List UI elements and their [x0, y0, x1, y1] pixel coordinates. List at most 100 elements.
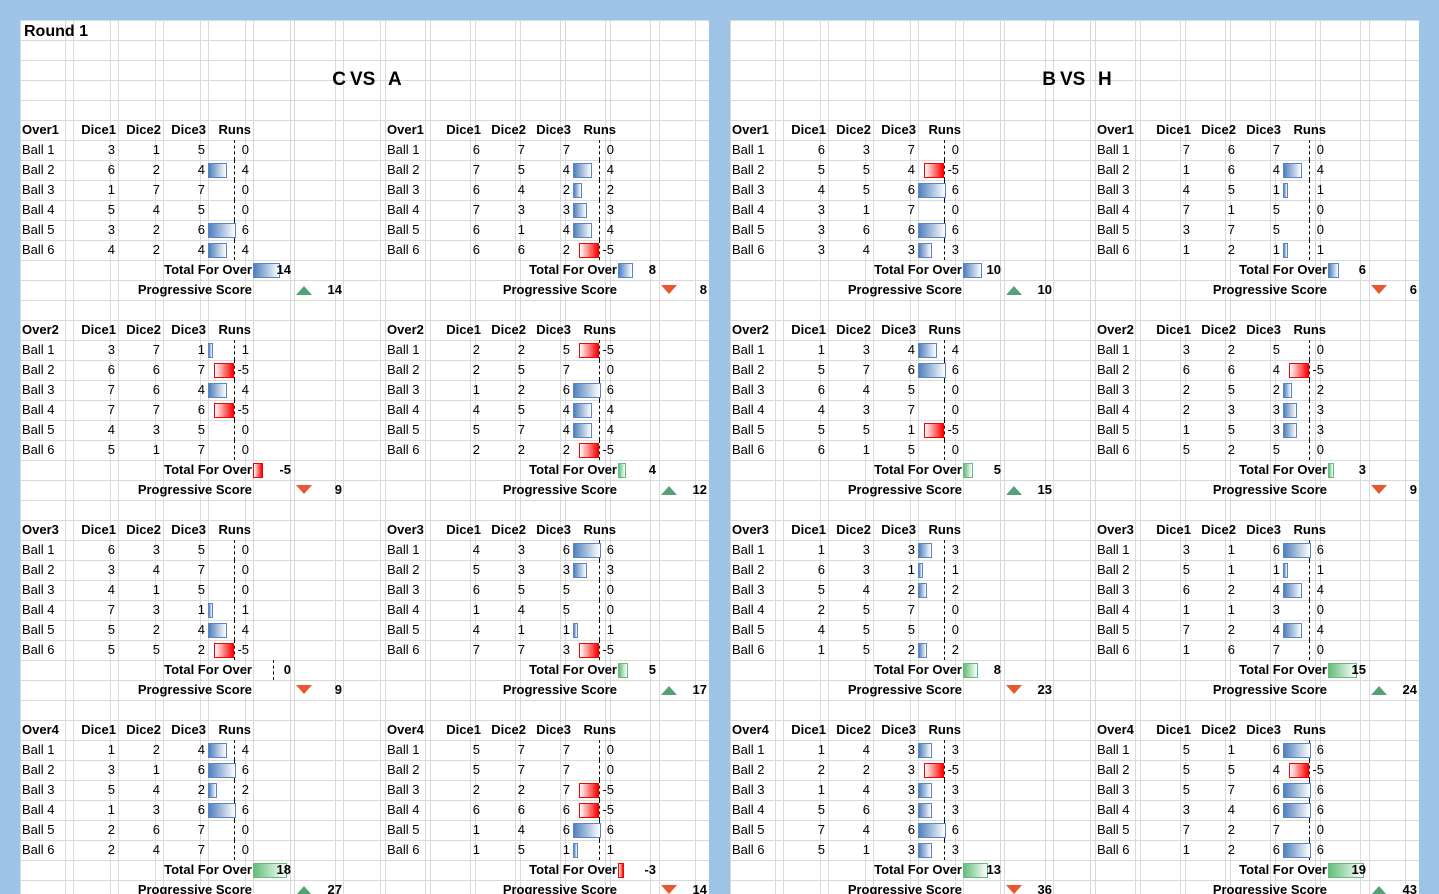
runs-value: 3 — [951, 842, 959, 857]
runs-cell: 0 — [918, 140, 963, 160]
dice3-header: Dice3 — [536, 122, 571, 137]
runs-value: 0 — [241, 562, 249, 577]
runs-cell: 6 — [1283, 800, 1328, 820]
runs-cell: 3 — [573, 200, 618, 220]
total-negative-bar — [618, 863, 624, 878]
ball-label: Ball 1 — [732, 742, 765, 757]
dice3-value: 3 — [562, 202, 570, 217]
total-value: -3 — [644, 862, 656, 877]
progressive-label: Progressive Score — [502, 682, 617, 697]
runs-cell: 6 — [918, 360, 963, 380]
total-label: Total For Over — [529, 862, 617, 877]
dice3-value: 5 — [907, 622, 915, 637]
runs-cell: -5 — [573, 780, 618, 800]
runs-positive-bar — [1283, 583, 1302, 598]
ball-label: Ball 6 — [22, 242, 55, 257]
runs-cell: 2 — [573, 180, 618, 200]
dice3-value: 5 — [562, 602, 570, 617]
runs-axis — [234, 140, 235, 160]
team-name-right: H — [1098, 69, 1112, 90]
dice1-value: 5 — [472, 742, 480, 757]
runs-cell: 2 — [1283, 380, 1328, 400]
runs-cell: 0 — [1283, 140, 1328, 160]
dice1-value: 5 — [817, 802, 825, 817]
runs-axis — [234, 400, 235, 420]
total-cell: 4 — [618, 460, 658, 480]
trend-up-arrow-icon — [1006, 486, 1022, 495]
dice3-value: 1 — [1272, 182, 1280, 197]
dice3-value: 4 — [562, 402, 570, 417]
dice1-value: 1 — [107, 802, 115, 817]
dice2-value: 1 — [1227, 602, 1235, 617]
ball-label: Ball 6 — [732, 242, 765, 257]
runs-cell: 3 — [1283, 400, 1328, 420]
runs-value: 4 — [606, 402, 614, 417]
runs-cell: 1 — [208, 600, 253, 620]
runs-value: 4 — [606, 162, 614, 177]
dice2-header: Dice2 — [1201, 322, 1236, 337]
total-value: 18 — [276, 862, 291, 877]
ball-label: Ball 5 — [732, 822, 765, 837]
dice1-value: 5 — [107, 782, 115, 797]
dice3-value: 6 — [1272, 782, 1280, 797]
runs-value: 6 — [241, 222, 249, 237]
total-label: Total For Over — [874, 262, 962, 277]
runs-cell: 0 — [1283, 820, 1328, 840]
dice1-value: 6 — [472, 222, 480, 237]
dice3-value: 4 — [1272, 162, 1280, 177]
runs-positive-bar — [1283, 403, 1297, 418]
grid-line — [475, 20, 476, 894]
runs-value: -5 — [602, 242, 614, 257]
runs-cell: -5 — [208, 360, 253, 380]
runs-axis — [599, 360, 600, 380]
total-cell: 8 — [963, 660, 1003, 680]
dice3-value: 6 — [907, 222, 915, 237]
dice3-value: 2 — [197, 782, 205, 797]
progressive-value: 12 — [692, 482, 707, 497]
runs-positive-bar — [1283, 803, 1311, 818]
runs-cell: 0 — [208, 200, 253, 220]
runs-cell: -5 — [573, 640, 618, 660]
runs-negative-bar — [579, 343, 599, 358]
ball-label: Ball 3 — [1097, 382, 1130, 397]
runs-positive-bar — [573, 823, 601, 838]
runs-cell: 0 — [208, 580, 253, 600]
dice3-value: 7 — [562, 742, 570, 757]
over-label: Over2 — [1097, 322, 1134, 337]
runs-axis — [599, 600, 600, 620]
dice1-value: 5 — [472, 562, 480, 577]
runs-header: Runs — [1293, 322, 1327, 337]
dice2-value: 1 — [152, 442, 160, 457]
dice3-value: 7 — [562, 142, 570, 157]
total-cell: 5 — [963, 460, 1003, 480]
dice2-value: 5 — [517, 362, 525, 377]
dice3-header: Dice3 — [171, 122, 206, 137]
runs-value: 1 — [1316, 182, 1324, 197]
ball-label: Ball 1 — [732, 142, 765, 157]
dice2-value: 1 — [152, 142, 160, 157]
dice3-value: 6 — [562, 382, 570, 397]
dice1-value: 3 — [1182, 542, 1190, 557]
total-value: 5 — [993, 462, 1001, 477]
runs-header: Runs — [928, 722, 962, 737]
runs-positive-bar — [918, 643, 927, 658]
total-value: -5 — [279, 462, 291, 477]
runs-positive-bar — [573, 223, 592, 238]
grid-line — [118, 20, 119, 894]
dice2-header: Dice2 — [836, 122, 871, 137]
dice2-header: Dice2 — [836, 522, 871, 537]
trend-up-arrow-icon — [296, 286, 312, 295]
progressive-value: 14 — [327, 282, 342, 297]
dice1-value: 7 — [1182, 822, 1190, 837]
runs-axis — [599, 580, 600, 600]
runs-axis — [1309, 620, 1310, 640]
dice3-value: 2 — [562, 242, 570, 257]
runs-cell: 2 — [918, 580, 963, 600]
trend-up-arrow-icon — [296, 886, 312, 894]
ball-label: Ball 2 — [732, 162, 765, 177]
dice3-value: 7 — [562, 762, 570, 777]
dice2-value: 5 — [517, 162, 525, 177]
grid-line — [783, 20, 784, 894]
dice1-value: 6 — [107, 362, 115, 377]
runs-cell: -5 — [573, 440, 618, 460]
